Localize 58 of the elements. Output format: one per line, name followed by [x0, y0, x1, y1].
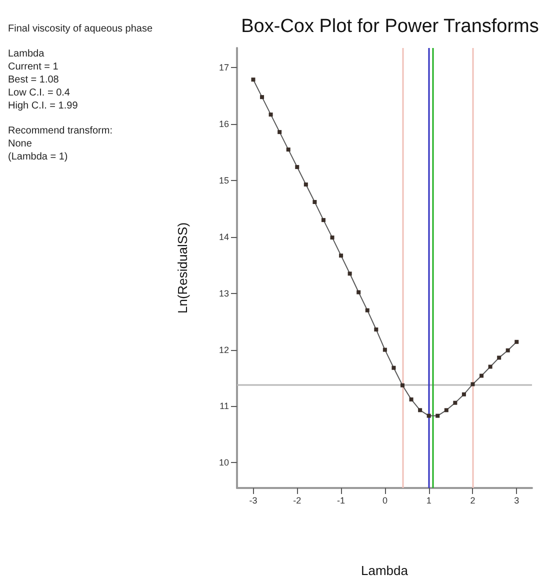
y-tick-label: 10: [218, 458, 229, 468]
y-tick-label: 15: [218, 176, 229, 186]
y-tick-label: 11: [220, 401, 229, 412]
point: [418, 408, 422, 412]
point: [348, 272, 352, 276]
point: [356, 290, 361, 294]
text: (Lambda = 1): [8, 152, 68, 162]
text: Best = 1.08: [8, 74, 60, 86]
text: Final viscosity of aqueous phase: [8, 24, 153, 34]
y-tick-label: 12: [218, 344, 229, 355]
point: [444, 408, 448, 412]
point: [286, 148, 290, 152]
point: [480, 374, 484, 378]
point: [374, 327, 378, 332]
x-tick-label: 2: [470, 496, 476, 506]
point: [312, 200, 317, 204]
point: [426, 414, 431, 418]
point: [470, 382, 475, 386]
chart-title: Box-Cox Plot for Power Transforms: [241, 16, 539, 37]
point: [278, 130, 282, 134]
point: [514, 340, 519, 344]
point: [506, 348, 510, 352]
point: [330, 236, 334, 240]
point: [488, 364, 492, 369]
x-tick-label: 1: [426, 496, 432, 506]
point: [268, 112, 273, 117]
point: [409, 397, 414, 402]
point: [462, 392, 466, 396]
y-tick-label: 13: [218, 288, 229, 298]
text: Current = 1: [8, 62, 59, 72]
text: High C.I. = 1.99: [8, 100, 78, 112]
y-tick-label: 16: [218, 119, 229, 130]
point: [365, 308, 370, 312]
point: [453, 400, 458, 405]
point: [339, 254, 344, 258]
point: [392, 366, 396, 370]
point: [251, 78, 256, 82]
point: [260, 95, 264, 100]
point: [321, 218, 326, 222]
x-tick-label: -3: [249, 496, 258, 506]
point: [400, 383, 404, 388]
point: [295, 165, 300, 170]
text: Low C.I. = 0.4: [8, 88, 70, 98]
x-tick-label: -2: [293, 496, 302, 506]
x-tick-label: 3: [514, 496, 520, 506]
point: [436, 414, 440, 418]
point: [304, 182, 308, 187]
y-tick-label: 17: [218, 62, 229, 73]
x-tick-label: 0: [382, 496, 388, 506]
text: Recommend transform:: [8, 126, 112, 136]
point: [497, 356, 502, 360]
y-tick-label: 14: [218, 232, 229, 242]
y-axis-title: Ln(ResidualSS): [175, 222, 190, 314]
point: [382, 348, 387, 352]
text: None: [8, 138, 32, 150]
text: Lambda: [8, 48, 45, 60]
x-tick-label: -1: [337, 496, 346, 506]
x-axis-title: Lambda: [361, 563, 409, 578]
